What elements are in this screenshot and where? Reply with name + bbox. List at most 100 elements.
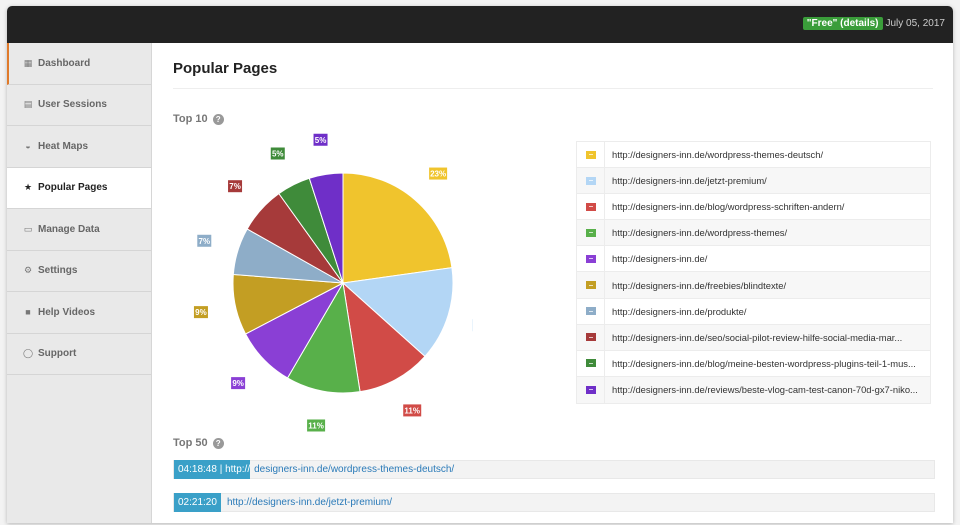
- top50-label: Top 50: [173, 437, 208, 449]
- gears-icon: ⚙: [23, 265, 33, 276]
- slice-label: 9%: [193, 306, 208, 319]
- legend-url: http://designers-inn.de/: [612, 253, 708, 265]
- slice-label: 9%: [231, 377, 246, 390]
- legend-swatch-cell: [577, 324, 605, 350]
- legend-url: http://designers-inn.de/jetzt-premium/: [612, 175, 767, 187]
- pie-slice[interactable]: [342, 172, 453, 284]
- slice-label-text: 11%: [404, 406, 420, 415]
- pie-slice[interactable]: [341, 267, 454, 358]
- help-icon[interactable]: ?: [212, 113, 224, 125]
- sidebar-item-help-videos[interactable]: ■ Help Videos: [7, 292, 151, 334]
- legend-swatch: [585, 385, 596, 394]
- sidebar-item-popular-pages[interactable]: ★ Popular Pages: [7, 167, 151, 209]
- legend-swatch-cell: [577, 272, 605, 298]
- sidebar-item-label: Heat Maps: [38, 140, 89, 152]
- pie-slice[interactable]: [286, 281, 361, 394]
- sidebar-item-dashboard[interactable]: ▦ Dashboard: [7, 43, 151, 85]
- swatch-mark: [588, 180, 593, 182]
- slice-label-bg: [313, 133, 328, 146]
- pie-chart-svg: 23%14%11%11%9%9%7%7%5%5%: [193, 133, 491, 432]
- slice-label: 11%: [403, 404, 422, 417]
- sidebar-item-settings[interactable]: ⚙ Settings: [7, 251, 151, 292]
- sidebar-item-label: Dashboard: [38, 57, 91, 69]
- legend-row[interactable]: http://designers-inn.de/wordpress-themes…: [577, 142, 930, 169]
- legend-url: http://designers-inn.de/wordpress-themes…: [612, 149, 824, 161]
- table-icon: ▦: [23, 57, 33, 68]
- swatch-mark: [588, 336, 593, 338]
- lock-icon: ▭: [23, 223, 33, 234]
- legend-row[interactable]: http://designers-inn.de/freebies/blindte…: [577, 272, 930, 299]
- sidebar-item-label: Popular Pages: [38, 182, 108, 194]
- slice-label-text: 5%: [272, 149, 284, 158]
- plan-badge[interactable]: "Free" (details): [802, 17, 883, 30]
- legend-swatch-cell: [577, 350, 605, 376]
- main-content: Popular Pages Top 10 ? 23%14%11%11%9%9%7…: [153, 43, 953, 523]
- chart-legend: http://designers-inn.de/wordpress-themes…: [576, 141, 931, 404]
- page-url-link[interactable]: designers-inn.de/wordpress-themes-deutsc…: [254, 464, 455, 475]
- slice-label: 5%: [270, 147, 285, 160]
- legend-row[interactable]: http://designers-inn.de/reviews/beste-vl…: [577, 376, 930, 403]
- sidebar-item-heat-maps[interactable]: ◒ Heat Maps: [7, 126, 151, 168]
- legend-swatch: [585, 228, 596, 237]
- slice-label-bg: [231, 377, 246, 390]
- slice-label-text: 9%: [232, 379, 244, 388]
- legend-url: http://designers-inn.de/blog/meine-beste…: [612, 357, 916, 369]
- legend-swatch: [585, 176, 596, 185]
- top50-heading: Top 50 ?: [173, 437, 224, 449]
- legend-swatch-cell: [577, 376, 605, 403]
- page-url-link[interactable]: http://designers-inn.de/jetzt-premium/: [226, 497, 393, 508]
- top50-row[interactable]: 04:18:48 | http:// designers-inn.de/word…: [173, 460, 935, 479]
- top10-label: Top 10: [173, 113, 208, 125]
- dashboard-icon: ◒: [25, 141, 31, 152]
- slice-label: 7%: [228, 180, 243, 193]
- slice-label-bg: [193, 306, 208, 319]
- legend-url: http://designers-inn.de/seo/social-pilot…: [612, 331, 903, 343]
- sidebar-item-label: Help Videos: [38, 306, 96, 318]
- legend-swatch: [585, 359, 596, 368]
- sidebar-item-label: Support: [38, 348, 77, 360]
- help-icon[interactable]: ?: [212, 437, 224, 449]
- legend-row[interactable]: http://designers-inn.de/seo/social-pilot…: [577, 324, 930, 351]
- chart-icon: ▤: [23, 99, 33, 110]
- duration-badge: 04:18:48 | http://: [174, 460, 255, 479]
- swatch-mark: [588, 310, 593, 312]
- swatch-mark: [588, 284, 593, 286]
- legend-url: http://designers-inn.de/wordpress-themes…: [612, 227, 788, 239]
- sidebar-item-user-sessions[interactable]: ▤ User Sessions: [7, 85, 151, 126]
- legend-row[interactable]: http://designers-inn.de/jetzt-premium/: [577, 168, 930, 195]
- sidebar-item-manage-data[interactable]: ▭ Manage Data: [7, 209, 151, 251]
- pie-slice[interactable]: [342, 281, 426, 393]
- legend-swatch: [585, 150, 596, 159]
- legend-swatch: [585, 333, 596, 342]
- top10-heading: Top 10 ?: [173, 113, 224, 125]
- slice-label-text: 5%: [315, 136, 327, 145]
- slice-label: 5%: [313, 133, 328, 146]
- legend-row[interactable]: http://designers-inn.de/wordpress-themes…: [577, 220, 930, 247]
- legend-row[interactable]: http://designers-inn.de/produkte/: [577, 298, 930, 325]
- sidebar-item-support[interactable]: ◯ Support: [7, 334, 151, 375]
- legend-swatch-cell: [577, 246, 605, 272]
- legend-row[interactable]: http://designers-inn.de/blog/meine-beste…: [577, 350, 930, 377]
- slice-label: 11%: [307, 419, 326, 432]
- legend-swatch-cell: [577, 168, 605, 194]
- app-window: "Free" (details) July 05, 2017 ▦ Dashboa…: [7, 6, 953, 523]
- pie-chart: 23%14%11%11%9%9%7%7%5%5%: [183, 133, 491, 433]
- swatch-mark: [588, 232, 593, 234]
- slice-label-text: 23%: [430, 170, 446, 179]
- legend-row[interactable]: http://designers-inn.de/blog/wordpress-s…: [577, 194, 930, 221]
- legend-swatch: [585, 281, 596, 290]
- slice-label-bg: [307, 419, 326, 432]
- slice-label-bg: [228, 180, 243, 193]
- slice-label-text: 9%: [195, 308, 207, 317]
- legend-row[interactable]: http://designers-inn.de/: [577, 246, 930, 273]
- top-bar: "Free" (details) July 05, 2017: [7, 6, 953, 43]
- slice-label-bg: [403, 404, 422, 417]
- legend-url: http://designers-inn.de/blog/wordpress-s…: [612, 201, 845, 213]
- swatch-mark: [588, 258, 593, 260]
- legend-swatch-cell: [577, 194, 605, 220]
- swatch-mark: [588, 154, 593, 156]
- slice-label: 23%: [429, 167, 448, 180]
- legend-swatch-cell: [577, 142, 605, 168]
- top50-row[interactable]: 02:21:20 http://designers-inn.de/jetzt-p…: [173, 493, 935, 512]
- pie-slice[interactable]: [308, 172, 344, 284]
